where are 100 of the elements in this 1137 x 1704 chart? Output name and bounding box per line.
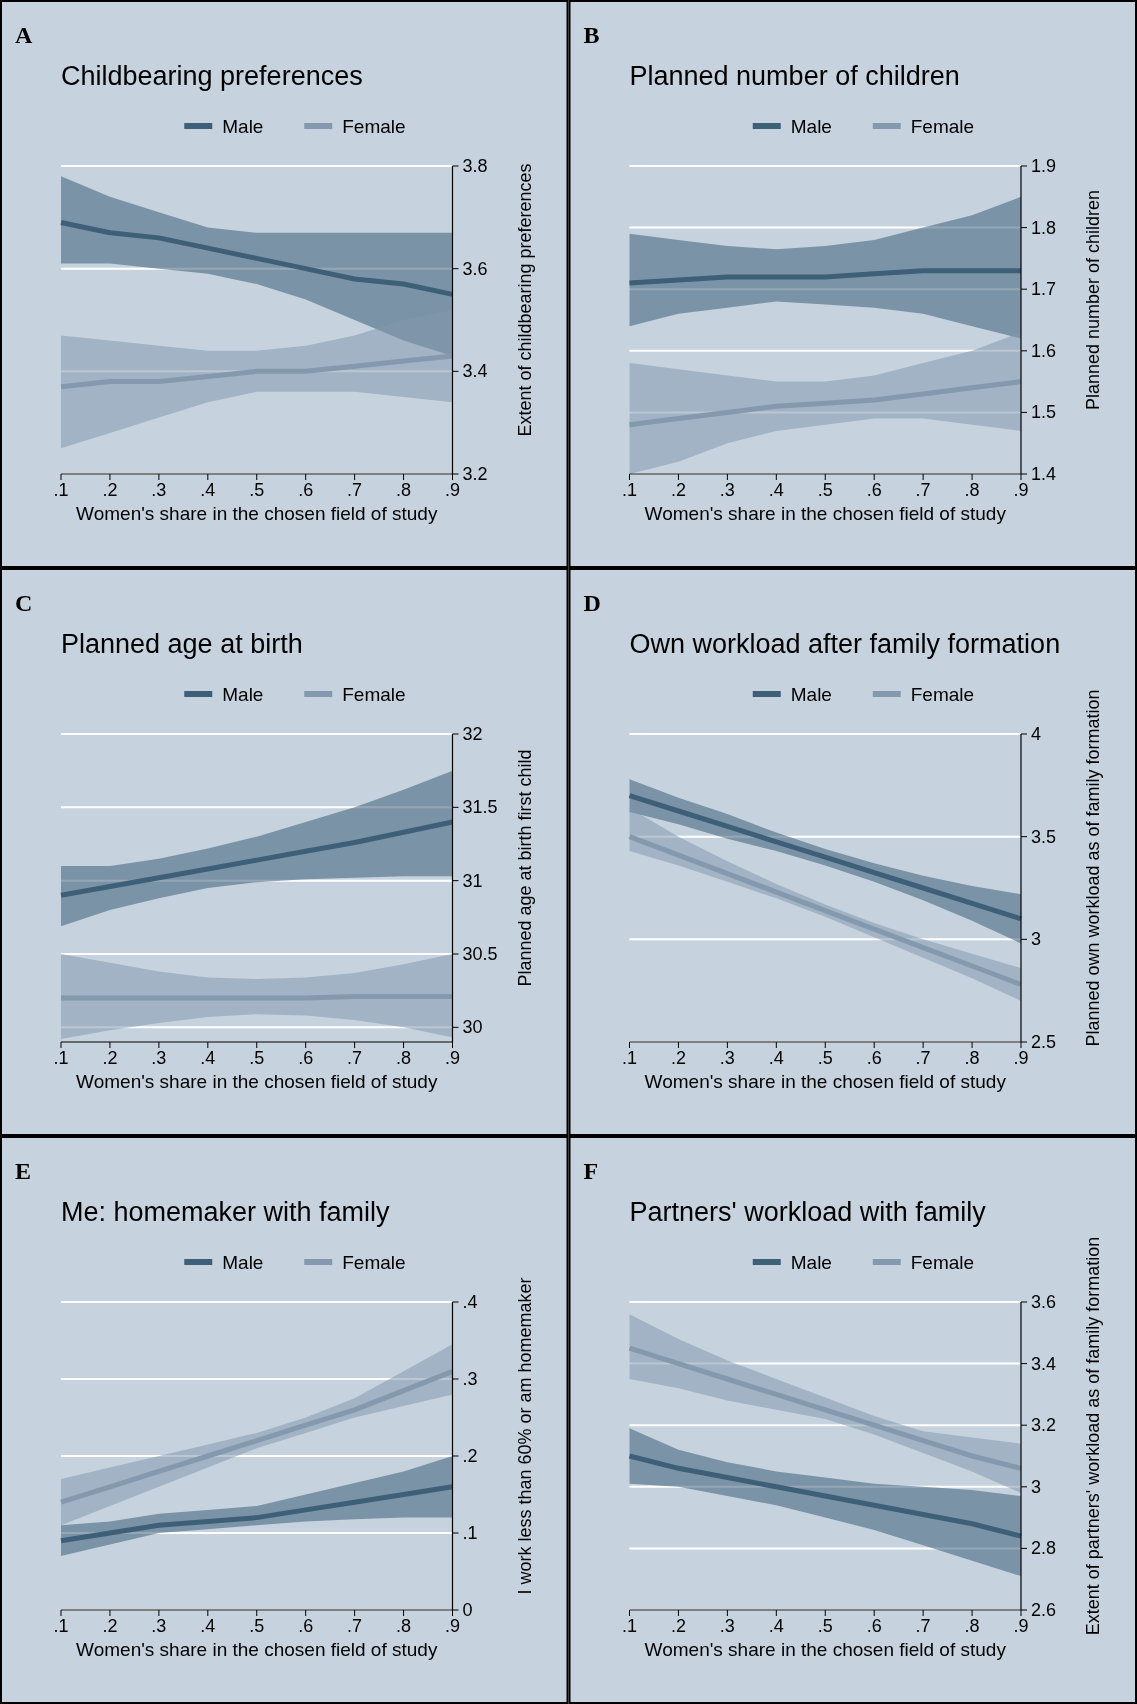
x-tick-label: .9: [1013, 1048, 1029, 1068]
y-tick-label: 30.5: [462, 944, 498, 964]
x-tick-label: .4: [768, 1048, 784, 1068]
x-tick-label: .6: [866, 1616, 882, 1636]
text: C: [15, 590, 33, 616]
chart-title: Childbearing preferences: [61, 61, 363, 91]
x-tick-label: .9: [1013, 480, 1029, 500]
x-tick-label: .8: [396, 480, 412, 500]
x-tick-label: .8: [396, 1048, 412, 1068]
y-tick-label: 3.8: [462, 156, 488, 176]
x-tick-label: .4: [200, 1616, 216, 1636]
x-tick-label: .5: [249, 1048, 265, 1068]
y-axis-title: Planned age at birth first child: [514, 749, 535, 987]
y-tick-label: 1.9: [1031, 156, 1057, 176]
x-tick-label: .8: [964, 480, 980, 500]
x-tick-label: .2: [670, 1048, 686, 1068]
x-tick-label: .9: [444, 480, 461, 500]
legend-label: Male: [790, 116, 832, 137]
y-tick-label: 1.7: [1031, 279, 1057, 300]
x-tick-label: .5: [249, 480, 265, 500]
x-tick-label: .6: [298, 480, 314, 500]
x-tick-label: .6: [298, 1048, 314, 1068]
y-tick-label: 1.5: [1031, 402, 1057, 423]
x-axis-title: Women's share in the chosen field of study: [76, 1071, 438, 1092]
x-tick-label: .7: [915, 1616, 931, 1636]
x-tick-label: .7: [347, 1616, 363, 1636]
y-axis-title: Planned number of children: [1083, 189, 1103, 411]
chart-title: Planned age at birth: [61, 629, 303, 659]
y-tick-label: 2.6: [1031, 1600, 1057, 1620]
x-tick-label: .8: [396, 1616, 412, 1636]
y-axis-title: Extent of partners' workload as of family formation: [1083, 1236, 1103, 1636]
text: B: [583, 22, 600, 48]
y-tick-label: 30: [462, 1017, 483, 1038]
chart-title: Partners' workload with family: [629, 1197, 987, 1227]
x-tick-label: .3: [151, 1616, 167, 1636]
x-axis-title: Women's share in the chosen field of study: [644, 503, 1007, 524]
x-tick-label: .1: [53, 1048, 69, 1068]
y-tick-label: 0: [462, 1600, 473, 1620]
x-tick-label: .4: [768, 1616, 784, 1636]
chart-title: Own workload after family formation: [629, 629, 1061, 659]
x-tick-label: .7: [915, 480, 931, 500]
legend-label: Male: [222, 1252, 264, 1273]
x-tick-label: .6: [298, 1616, 314, 1636]
x-tick-label: .1: [621, 1616, 638, 1636]
x-tick-label: .3: [719, 480, 735, 500]
legend-label: Female: [342, 116, 406, 137]
legend-label: Male: [222, 116, 264, 137]
x-tick-label: .5: [249, 1616, 265, 1636]
legend-label: Female: [342, 1252, 406, 1273]
x-tick-label: .8: [964, 1048, 980, 1068]
y-tick-label: 3: [1031, 1476, 1042, 1497]
x-tick-label: .5: [817, 1048, 833, 1068]
x-tick-label: .4: [200, 480, 216, 500]
y-tick-label: 3.4: [462, 361, 488, 382]
y-tick-label: 3.5: [1031, 826, 1057, 847]
y-tick-label: 31.5: [462, 797, 498, 818]
legend-label: Female: [910, 684, 975, 705]
legend-label: Male: [790, 1252, 832, 1273]
y-tick-label: .1: [462, 1523, 478, 1543]
chart-title: Planned number of children: [629, 61, 960, 91]
x-tick-label: .2: [102, 480, 118, 500]
y-axis-title: I work less than 60% or am homemaker: [514, 1277, 535, 1595]
x-tick-label: .1: [621, 1048, 638, 1068]
x-axis-title: Women's share in the chosen field of study: [644, 1639, 1007, 1660]
text: E: [15, 1158, 32, 1184]
y-tick-label: 2.8: [1031, 1538, 1057, 1559]
y-tick-label: 1.6: [1031, 340, 1057, 361]
x-tick-label: .3: [719, 1616, 735, 1636]
y-tick-label: .4: [462, 1292, 478, 1312]
legend-label: Male: [790, 684, 832, 705]
x-tick-label: .4: [768, 480, 784, 500]
y-tick-label: .2: [462, 1446, 478, 1466]
x-tick-label: .2: [670, 480, 686, 500]
y-tick-label: 1.4: [1031, 464, 1057, 484]
x-tick-label: .3: [719, 1048, 735, 1068]
x-tick-label: .8: [964, 1616, 980, 1636]
x-axis-title: Women's share in the chosen field of study: [644, 1071, 1007, 1092]
text: D: [583, 590, 601, 616]
x-tick-label: .1: [53, 1616, 69, 1636]
x-tick-label: .4: [200, 1048, 216, 1068]
x-tick-label: .7: [347, 1048, 363, 1068]
x-tick-label: .7: [347, 480, 363, 500]
x-tick-label: .6: [866, 480, 882, 500]
y-axis-title: Planned own workload as of family formation: [1083, 689, 1103, 1047]
legend-label: Female: [342, 684, 406, 705]
x-axis-title: Women's share in the chosen field of study: [76, 503, 438, 524]
y-tick-label: 3.2: [1031, 1415, 1057, 1436]
x-tick-label: .9: [444, 1048, 461, 1068]
x-tick-label: .2: [102, 1048, 118, 1068]
text: F: [583, 1158, 599, 1184]
x-tick-label: .9: [444, 1616, 461, 1636]
y-tick-label: .3: [462, 1369, 478, 1389]
y-tick-label: 31: [462, 870, 483, 891]
y-tick-label: 3.6: [462, 258, 488, 279]
y-axis-title: Extent of childbearing preferences: [514, 163, 535, 437]
x-tick-label: .2: [102, 1616, 118, 1636]
y-tick-label: 3.6: [1031, 1292, 1057, 1312]
y-tick-label: 3: [1031, 929, 1042, 950]
y-tick-label: 1.8: [1031, 217, 1057, 238]
x-tick-label: .7: [915, 1048, 931, 1068]
